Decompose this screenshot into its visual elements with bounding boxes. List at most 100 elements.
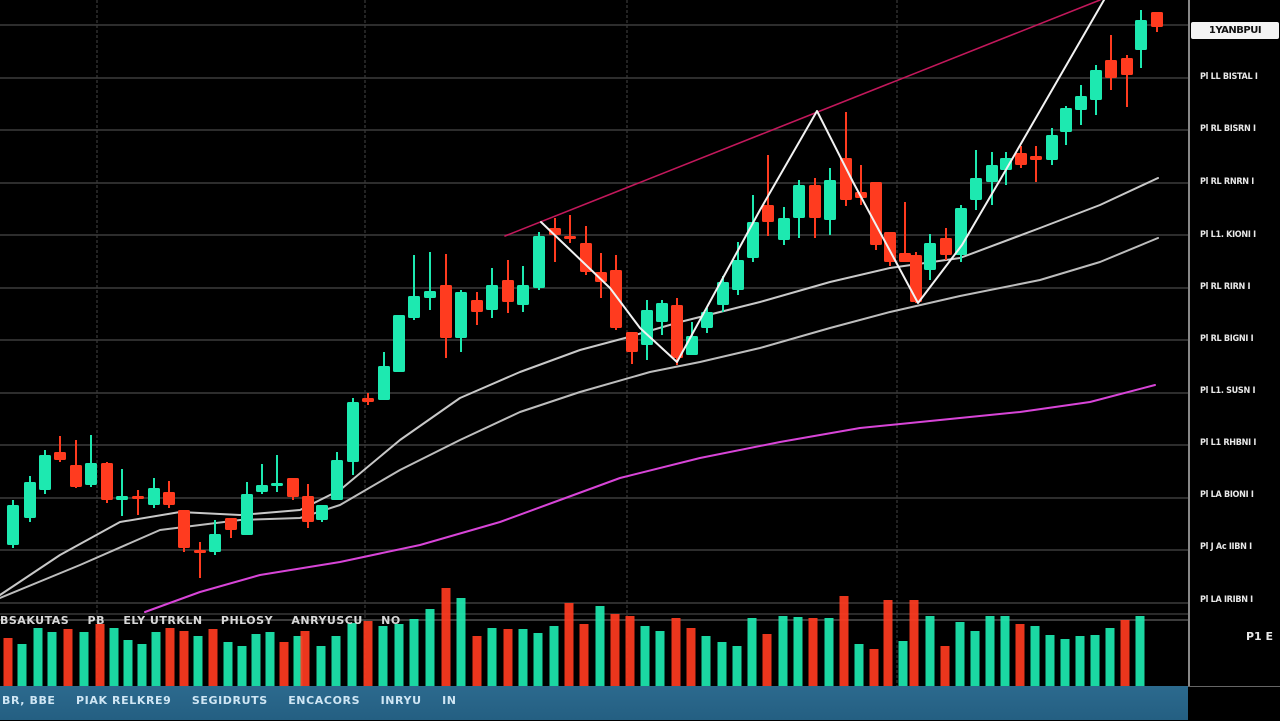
volume-bar — [564, 603, 574, 686]
candle — [194, 542, 206, 578]
volume-bar — [425, 609, 435, 686]
volume-bar — [869, 649, 879, 686]
volume-bar — [47, 632, 57, 686]
candle — [502, 260, 514, 313]
candle — [163, 481, 175, 508]
price-axis-label: Pl J Ac IIBN I — [1200, 542, 1252, 552]
status-item: BR, BBE — [2, 694, 56, 707]
volume-bar — [1030, 626, 1040, 686]
candle — [1121, 55, 1133, 107]
volume-bar — [898, 641, 908, 686]
price-axis-label: Pl RL RIRN I — [1200, 282, 1251, 292]
candle — [116, 469, 128, 516]
volume-bar — [854, 644, 864, 686]
volume-bar — [151, 632, 161, 686]
volume-bar — [279, 642, 289, 686]
volume-bar — [79, 632, 89, 686]
candle — [331, 452, 343, 500]
volume-bar — [533, 633, 543, 686]
volume-bar — [1045, 635, 1055, 686]
volume-bar — [655, 631, 665, 686]
candle — [671, 298, 683, 365]
chart-grid — [0, 0, 1188, 686]
legend-item: PB — [87, 614, 105, 627]
price-axis-label: Pl RL BIGNI I — [1200, 334, 1254, 344]
candle — [924, 234, 936, 280]
price-axis-label: Pl LA BIONI I — [1200, 490, 1254, 500]
candle — [533, 232, 545, 290]
volume-bar — [193, 636, 203, 686]
candle — [101, 462, 113, 503]
volume-bar — [137, 644, 147, 686]
volume-bar — [732, 646, 742, 686]
volume-bar — [1120, 620, 1130, 686]
volume-bar — [265, 632, 275, 686]
candle — [455, 290, 467, 352]
volume-bar — [179, 631, 189, 686]
volume-bar — [985, 616, 995, 686]
volume-bar — [293, 636, 303, 686]
volume-bar — [1090, 635, 1100, 686]
candle — [271, 455, 283, 492]
volume-bar — [970, 631, 980, 686]
moving-average-lines — [0, 177, 1159, 613]
volume-bar — [63, 629, 73, 686]
volume-bar — [165, 628, 175, 686]
price-axis-label: Pl LA IRIBN I — [1200, 595, 1253, 605]
candle — [517, 266, 529, 312]
candle — [362, 393, 374, 405]
candle — [626, 332, 638, 364]
volume-bar — [441, 588, 451, 686]
legend-item: PHLOSY — [220, 614, 274, 627]
volume-bar — [208, 629, 218, 686]
candle — [316, 505, 328, 522]
candle — [1090, 65, 1102, 115]
status-item: PIAK RELKRE9 — [76, 694, 172, 707]
candlesticks — [7, 10, 1163, 578]
candle — [378, 352, 390, 400]
legend-item: BSAKUTAS — [0, 614, 70, 627]
candle — [564, 215, 576, 243]
volume-bar — [747, 618, 757, 686]
volume-bar — [824, 618, 834, 686]
ma-fast-line — [0, 177, 1159, 596]
zigzag-pattern-line[interactable] — [540, 0, 1105, 363]
candle — [580, 226, 592, 275]
volume-bar — [378, 626, 388, 686]
price-axis-label: Pl RL BISRN I — [1200, 124, 1256, 134]
volume-bar — [883, 600, 893, 686]
candle — [717, 276, 729, 312]
trend-line[interactable] — [504, 0, 1101, 237]
candle — [986, 152, 998, 205]
volume-bar — [1135, 616, 1145, 686]
volume-bar — [549, 626, 559, 686]
volume-bar — [409, 619, 419, 686]
volume-bar — [300, 631, 310, 686]
volume-bar — [456, 598, 466, 686]
volume-bar — [671, 618, 681, 686]
volume-bars — [3, 588, 1145, 686]
volume-bar — [331, 636, 341, 686]
status-bar — [0, 686, 1188, 720]
candle — [1075, 85, 1087, 125]
candle — [132, 490, 144, 515]
candle — [302, 484, 314, 528]
legend-item: ANRYUSCU — [291, 614, 363, 627]
price-chart-canvas[interactable] — [0, 0, 1188, 686]
volume-bar — [363, 621, 373, 686]
volume-bar — [472, 636, 482, 686]
volume-bar — [1105, 628, 1115, 686]
candle — [595, 253, 607, 298]
volume-bar — [839, 596, 849, 686]
price-axis[interactable] — [1188, 0, 1280, 686]
legend-item: ELY UTRKLN — [123, 614, 203, 627]
candle — [824, 168, 836, 235]
candle — [940, 228, 952, 260]
volume-bar — [123, 640, 133, 686]
candle — [899, 202, 911, 262]
candle — [39, 450, 51, 494]
candle — [225, 518, 237, 538]
candle — [393, 315, 405, 372]
candle — [1030, 146, 1042, 182]
